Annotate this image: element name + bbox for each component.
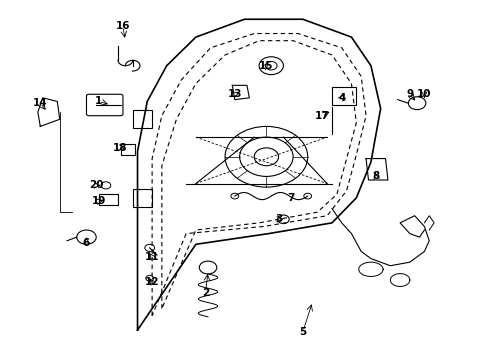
Text: 7: 7: [286, 193, 294, 203]
Text: 16: 16: [116, 21, 130, 31]
Bar: [132, 189, 152, 207]
Text: 2: 2: [202, 288, 209, 297]
Text: 13: 13: [227, 89, 242, 99]
Text: 5: 5: [299, 327, 306, 337]
Text: 14: 14: [33, 98, 47, 108]
Text: 19: 19: [91, 197, 105, 206]
Bar: [99, 194, 118, 205]
Text: 12: 12: [144, 277, 159, 287]
Text: 11: 11: [144, 252, 159, 262]
Text: 6: 6: [82, 238, 90, 248]
Text: 10: 10: [416, 89, 431, 99]
Text: 3: 3: [274, 214, 282, 224]
Text: 8: 8: [371, 171, 379, 181]
Text: 4: 4: [337, 93, 345, 103]
Text: 9: 9: [406, 89, 412, 99]
Text: 1: 1: [95, 96, 102, 107]
Text: 20: 20: [89, 180, 103, 190]
Bar: [120, 144, 135, 155]
Text: 15: 15: [259, 61, 273, 71]
Text: 17: 17: [314, 111, 329, 121]
Bar: [331, 87, 356, 105]
Bar: [132, 111, 152, 128]
Text: 18: 18: [113, 143, 127, 153]
